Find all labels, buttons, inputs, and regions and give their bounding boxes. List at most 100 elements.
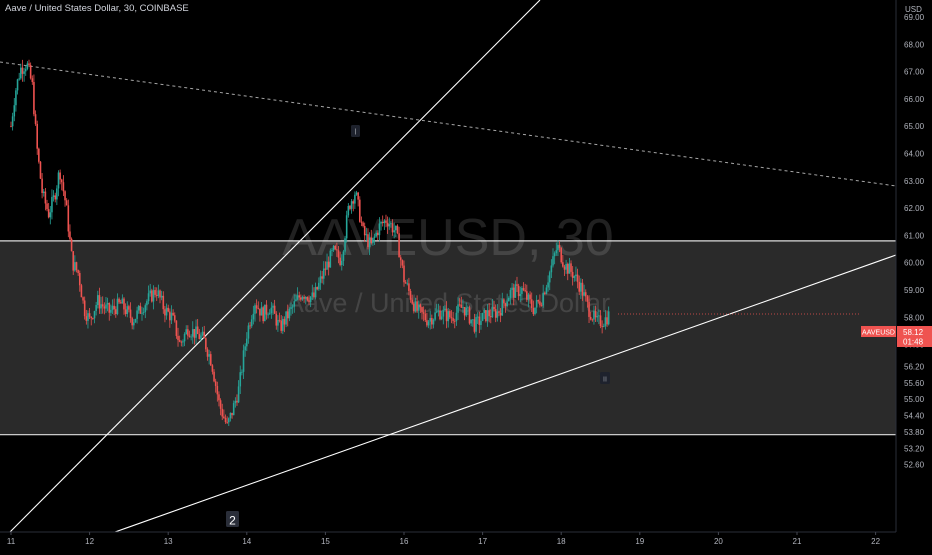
candle-body	[319, 276, 322, 283]
candle-body	[175, 320, 178, 336]
wave-label-ii[interactable]: II	[600, 372, 610, 384]
candle-body	[44, 191, 47, 204]
candle-body	[396, 225, 399, 234]
candle-body	[149, 290, 151, 294]
candle-body	[452, 318, 454, 321]
candle-body	[478, 316, 481, 325]
candle-body	[416, 301, 418, 311]
candle-body	[508, 297, 510, 302]
candle-body	[242, 350, 245, 372]
candle-body	[31, 78, 34, 83]
candle-body	[277, 319, 279, 326]
candle-body	[272, 305, 274, 308]
candle-body	[100, 304, 102, 309]
candle-body	[560, 247, 562, 263]
wave-label-2[interactable]: 2	[226, 511, 239, 528]
candle-body	[23, 71, 25, 74]
candle-body	[504, 303, 507, 307]
candle-body	[92, 318, 94, 319]
candle-body	[403, 265, 405, 283]
candle-body	[431, 318, 433, 325]
candle-body	[119, 302, 122, 304]
candle-body	[155, 294, 158, 296]
wave-label-i[interactable]: I	[351, 125, 360, 137]
candle-body	[216, 385, 219, 395]
candle-body	[547, 282, 549, 288]
candle-body	[103, 306, 106, 309]
candle-body	[440, 316, 443, 320]
candle-body	[95, 305, 97, 312]
candle-body	[206, 349, 209, 357]
candle-body	[249, 325, 251, 327]
candle-body	[336, 249, 338, 251]
steep-trendline[interactable]	[9, 0, 541, 533]
candle-body	[517, 285, 520, 297]
candle-body	[133, 322, 135, 326]
candle-body	[185, 329, 188, 335]
candle-body	[391, 223, 394, 233]
candle-body	[88, 313, 91, 317]
candle-body	[67, 205, 70, 232]
candle-body	[314, 287, 317, 298]
candle-body	[471, 319, 474, 321]
candle-body	[101, 304, 104, 307]
candle-body	[177, 335, 179, 341]
candle-body	[232, 403, 235, 416]
candle-body	[460, 304, 463, 308]
candle-body	[115, 309, 117, 315]
rising-trendline[interactable]	[114, 254, 897, 533]
candle-body	[137, 305, 140, 311]
candle-body	[26, 63, 29, 69]
candle-body	[42, 191, 45, 194]
candle-body	[583, 292, 585, 296]
candle-body	[131, 318, 133, 326]
candle-body	[512, 287, 515, 298]
candle-body	[126, 306, 129, 315]
candle-body	[468, 307, 471, 324]
candle-body	[10, 126, 12, 127]
candle-body	[33, 82, 35, 115]
candle-body	[406, 283, 409, 285]
candle-body	[565, 264, 567, 270]
candle-body	[358, 199, 361, 222]
candle-body	[201, 331, 204, 336]
candle-body	[545, 287, 548, 294]
candle-body	[60, 179, 63, 183]
price-tick-label: 67.00	[904, 68, 925, 77]
candle-body	[378, 223, 381, 236]
candle-body	[568, 263, 571, 274]
candle-body	[367, 234, 369, 248]
candle-body	[28, 63, 30, 66]
candle-body	[311, 292, 314, 297]
candle-body	[429, 318, 431, 322]
candle-body	[21, 67, 24, 74]
candle-body	[467, 307, 469, 309]
candle-body	[164, 309, 166, 316]
candle-body	[576, 274, 579, 282]
candle-body	[82, 297, 84, 301]
candle-body	[530, 299, 533, 308]
candle-body	[435, 311, 438, 313]
candle-body	[563, 266, 566, 270]
candle-body	[286, 311, 289, 319]
dashed-trendline[interactable]	[0, 61, 897, 187]
candle-body	[57, 172, 60, 189]
candle-body	[383, 220, 386, 224]
candle-body	[522, 288, 525, 291]
candle-body	[195, 326, 197, 338]
candle-body	[404, 282, 407, 284]
candle-body	[555, 250, 558, 254]
price-tick-label: 55.00	[904, 395, 925, 404]
candle-body	[301, 296, 304, 300]
candle-body	[221, 408, 224, 417]
time-scale[interactable]: 11 12 13 14 15 16 17 18 19 20 21 22	[7, 532, 881, 546]
symbol-header: Aave / United States Dollar, 30, COINBAS…	[5, 3, 189, 14]
price-tick-label: 69.00	[904, 13, 925, 22]
candle-body	[360, 221, 363, 223]
price-tick-label: 53.80	[904, 428, 925, 437]
candle-body	[167, 307, 169, 312]
candle-body	[419, 304, 422, 308]
price-scale[interactable]: 69.00 68.00 67.00 66.00 65.00 64.00 63.00 62.00…	[904, 13, 925, 470]
